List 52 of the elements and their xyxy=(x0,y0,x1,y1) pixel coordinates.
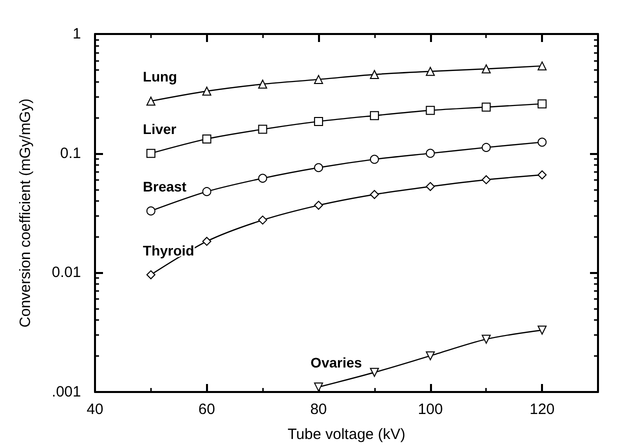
point xyxy=(370,368,379,377)
point xyxy=(370,70,379,79)
point xyxy=(314,74,324,84)
point xyxy=(370,154,379,164)
series-label: Liver xyxy=(142,120,177,137)
point xyxy=(426,351,435,360)
y-tick-label: 0.1 xyxy=(60,144,81,162)
point xyxy=(202,86,212,96)
point xyxy=(482,334,491,344)
y-tick-label: .001 xyxy=(52,384,81,400)
point xyxy=(146,206,156,216)
point xyxy=(258,80,268,89)
point xyxy=(482,175,491,184)
point xyxy=(258,124,268,134)
series-label: Lung xyxy=(142,68,178,85)
point xyxy=(202,187,212,196)
x-tick-label: 40 xyxy=(86,401,104,418)
point xyxy=(538,170,547,180)
x-tick-label: 80 xyxy=(310,401,327,418)
point xyxy=(538,61,547,70)
x-tick-label: 100 xyxy=(418,401,443,418)
point xyxy=(538,138,547,147)
series-label: Thyroid xyxy=(142,242,194,258)
point xyxy=(482,142,491,152)
point xyxy=(370,190,379,199)
point xyxy=(426,66,435,76)
point xyxy=(426,106,435,115)
series-label: Breast xyxy=(142,178,187,194)
point xyxy=(258,174,268,183)
point xyxy=(370,111,379,120)
point xyxy=(258,216,268,225)
point xyxy=(482,102,491,112)
point xyxy=(146,270,156,280)
point xyxy=(314,200,324,210)
x-tick-label: 60 xyxy=(198,401,216,418)
y-axis-title: Conversion coefficient (mGy/mGy) xyxy=(17,98,34,328)
point xyxy=(426,182,435,192)
y-tick-label: 0.01 xyxy=(52,264,81,282)
x-axis-title: Tube voltage (kV) xyxy=(288,426,406,443)
series-label: Ovaries xyxy=(310,354,362,371)
point xyxy=(202,134,212,144)
point xyxy=(314,116,324,126)
y-tick-label: 1 xyxy=(72,26,81,42)
point xyxy=(538,99,547,108)
point xyxy=(202,236,212,246)
point xyxy=(482,64,491,74)
point xyxy=(538,326,547,335)
point xyxy=(146,148,156,158)
x-tick-label: 120 xyxy=(530,401,555,418)
point xyxy=(314,163,324,172)
point xyxy=(426,148,435,158)
point xyxy=(146,96,156,106)
